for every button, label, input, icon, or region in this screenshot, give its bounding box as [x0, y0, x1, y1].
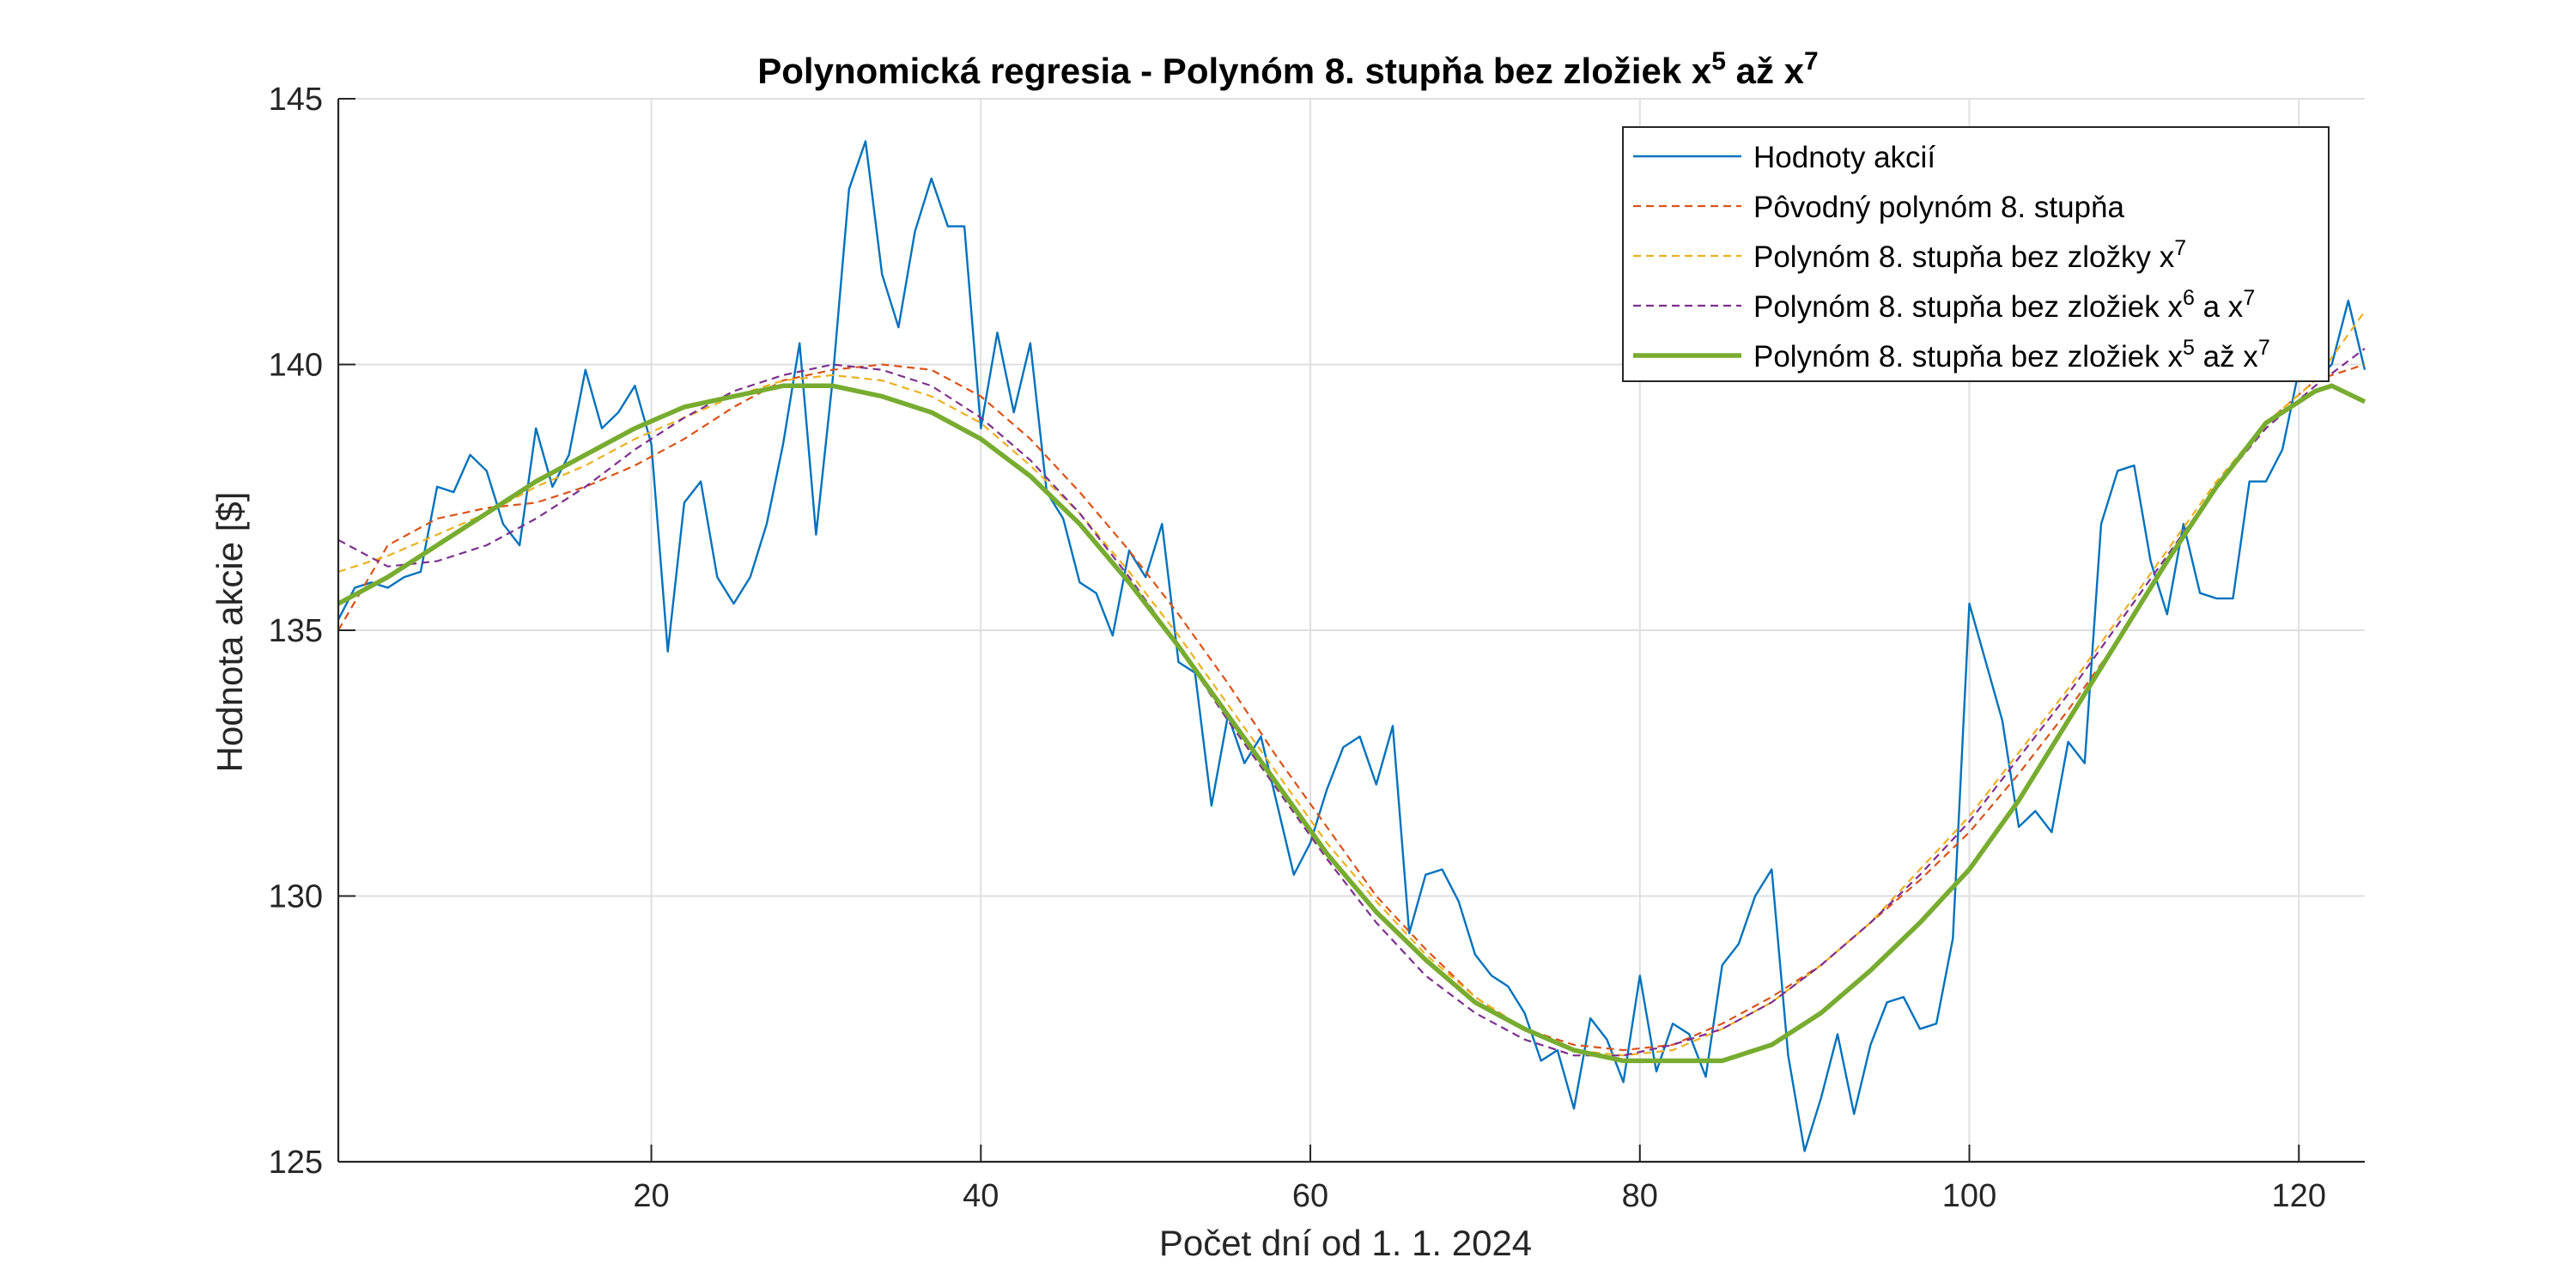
x-tick-label: 40	[963, 1178, 999, 1214]
x-tick-label: 60	[1292, 1178, 1328, 1214]
series-line-5	[337, 383, 2366, 1064]
y-tick-label: 145	[269, 82, 323, 118]
ticks: 20 40 60 80 100 120 125 130 135 140 145	[269, 82, 2326, 1214]
chart-title-prefix: Polynomická regresia - Polynóm 8. stupňa…	[757, 51, 1712, 91]
y-tick-label: 125	[269, 1145, 323, 1181]
legend-label-4: Polynóm 8. stupňa bez zložiek x6 a x7	[1753, 286, 2255, 324]
legend-box	[1622, 126, 2330, 382]
series-line-3	[337, 310, 2366, 1057]
legend: Hodnoty akcií Pôvodný polynóm 8. stupňa Po…	[1622, 126, 2330, 382]
chart-title-middle: až x	[1726, 51, 1805, 91]
x-tick-label: 100	[1942, 1178, 1996, 1214]
legend-label-1: Hodnoty akcií	[1753, 141, 1935, 174]
legend-label-5: Polynóm 8. stupňa bez zložiek x5 až x7	[1753, 336, 2270, 374]
x-tick-label: 20	[633, 1178, 669, 1214]
y-axis-label: Hodnota akcie [$]	[210, 492, 250, 773]
chart-title: Polynomická regresia - Polynóm 8. stupňa…	[757, 47, 1818, 91]
series-line-4	[337, 348, 2366, 1057]
series-layer	[337, 140, 2366, 1152]
x-tick-label: 120	[2272, 1178, 2326, 1214]
x-tick-label: 80	[1622, 1178, 1658, 1214]
legend-label-2: Pôvodný polynóm 8. stupňa	[1753, 191, 2124, 224]
series-line-1	[337, 140, 2366, 1152]
y-tick-label: 130	[269, 879, 323, 915]
y-tick-label: 135	[269, 613, 323, 649]
legend-label-3: Polynóm 8. stupňa bez zložky x7	[1753, 236, 2186, 274]
x-axis-label: Počet dní od 1. 1. 2024	[1159, 1223, 1532, 1263]
chart-title-sup2: 7	[1804, 47, 1819, 76]
y-tick-label: 140	[269, 348, 323, 384]
series-line-2	[337, 363, 2366, 1052]
chart-title-sup1: 5	[1711, 47, 1726, 76]
